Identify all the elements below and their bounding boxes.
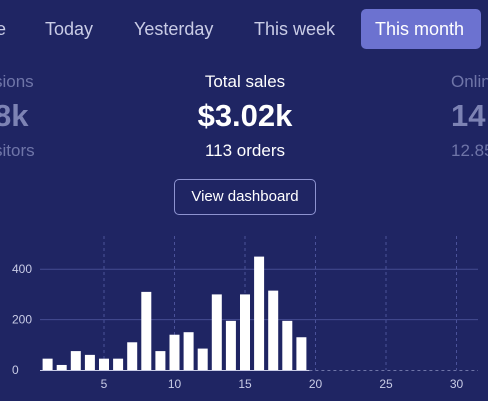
bar <box>268 290 279 370</box>
bar <box>113 358 124 370</box>
bar <box>56 364 67 370</box>
stat-sessions-partial: sions 8k sitors <box>0 70 35 164</box>
tab-this-week[interactable]: This week <box>254 19 336 39</box>
stat-label: Onlin <box>451 72 488 91</box>
x-tick-label: 5 <box>101 377 108 391</box>
bar <box>211 294 222 370</box>
tab-previous-partial[interactable]: e <box>0 19 7 39</box>
bar <box>155 351 166 370</box>
stat-label: sions <box>0 72 34 91</box>
x-tick-label: 30 <box>450 377 464 391</box>
stat-label: Total sales <box>204 72 286 91</box>
bar <box>225 320 236 370</box>
bar <box>42 358 53 370</box>
tab-today[interactable]: Today <box>45 19 94 39</box>
date-range-tabs: e Today Yesterday This week This month <box>0 9 488 49</box>
bar <box>254 256 265 370</box>
x-tick-label: 10 <box>168 377 182 391</box>
stat-sub: 12.85 <box>451 141 488 160</box>
x-tick-label: 15 <box>238 377 252 391</box>
bar <box>197 348 208 370</box>
stat-total-sales: Total sales $3.02k 113 orders <box>145 70 345 164</box>
bar <box>169 334 180 370</box>
bar <box>127 342 138 370</box>
bar <box>70 351 81 370</box>
bar <box>84 354 95 370</box>
stat-sub: 113 orders <box>204 141 285 160</box>
y-tick-label: 400 <box>12 262 32 276</box>
x-tick-label: 25 <box>379 377 393 391</box>
view-dashboard-button[interactable]: View dashboard <box>174 179 316 215</box>
bar <box>141 291 152 370</box>
bar <box>240 294 250 370</box>
sales-bar-chart: 0 200 400 5 10 15 20 25 30 <box>12 236 478 391</box>
stat-sub: sitors <box>0 141 35 160</box>
bar <box>282 320 293 370</box>
bar <box>296 337 307 370</box>
stat-value: $3.02k <box>197 98 293 133</box>
tab-yesterday[interactable]: Yesterday <box>134 19 214 39</box>
bar <box>183 332 194 370</box>
stat-value: 8k <box>0 98 29 133</box>
bar <box>99 358 109 370</box>
stat-online-partial: Onlin 14 12.85 <box>451 70 488 164</box>
y-tick-label: 200 <box>12 313 32 327</box>
tab-this-month[interactable]: This month <box>361 9 481 49</box>
x-tick-label: 20 <box>309 377 323 391</box>
stat-value: 14 <box>451 98 486 133</box>
y-tick-label: 0 <box>12 363 19 377</box>
